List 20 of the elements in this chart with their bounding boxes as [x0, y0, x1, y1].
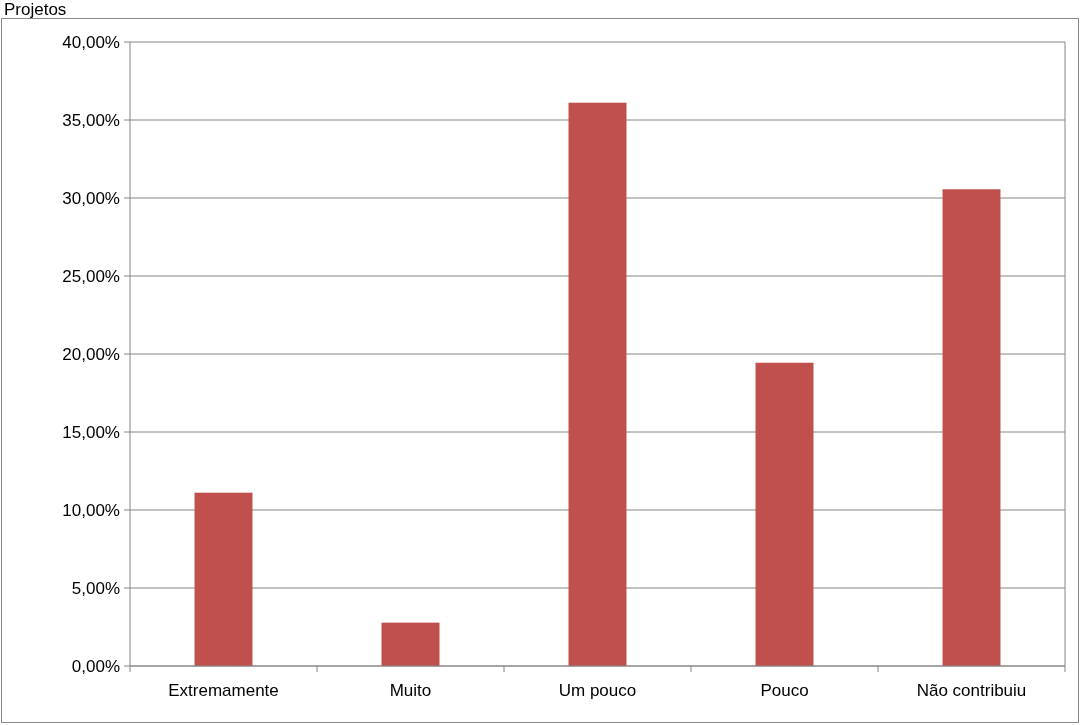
y-tick-label: 5,00% [71, 578, 120, 598]
x-tick-label: Não contribuiu [916, 681, 1027, 700]
x-tick-label: Extremamente [168, 681, 279, 700]
y-tick-label: 35,00% [62, 110, 120, 130]
x-tick-label: Muito [389, 681, 432, 700]
y-tick-label: 30,00% [62, 188, 120, 208]
y-tick-label: 0,00% [71, 656, 120, 676]
bar [755, 362, 814, 666]
y-tick-label: 10,00% [62, 500, 120, 520]
chart-title: Projetos [4, 0, 67, 19]
bar [194, 492, 253, 666]
y-tick-label: 40,00% [62, 32, 120, 52]
bar [942, 189, 1001, 666]
bar [568, 102, 627, 666]
y-tick-label: 25,00% [62, 266, 120, 286]
bar [381, 622, 440, 666]
y-tick-label: 20,00% [62, 344, 120, 364]
y-tick-label: 15,00% [62, 422, 120, 442]
x-tick-label: Pouco [760, 681, 809, 700]
x-tick-label: Um pouco [558, 681, 637, 700]
